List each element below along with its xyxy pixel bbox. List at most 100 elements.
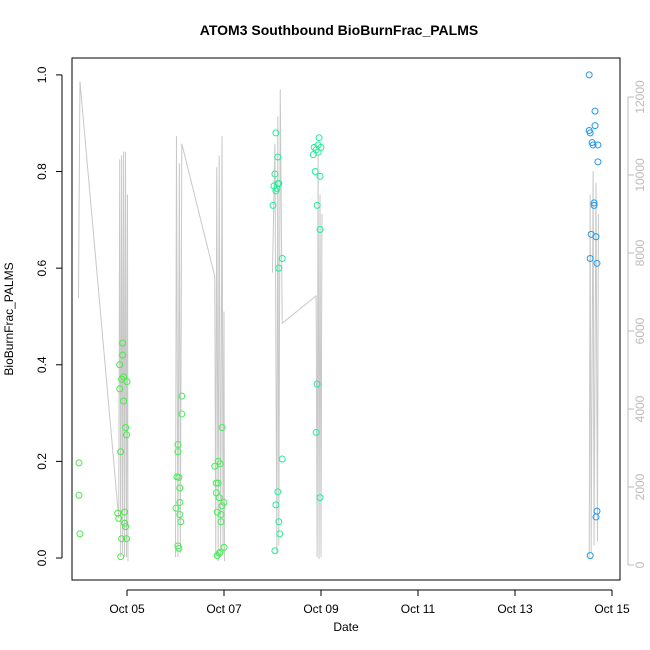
point — [217, 511, 225, 519]
point — [278, 254, 286, 262]
point — [593, 259, 601, 267]
point — [177, 518, 185, 526]
point — [275, 264, 283, 272]
point — [175, 473, 183, 481]
point — [590, 199, 598, 207]
point — [116, 385, 124, 393]
point — [593, 507, 601, 515]
point — [220, 543, 228, 551]
x-tick-label: Oct 11 — [401, 602, 436, 616]
point — [589, 141, 597, 149]
point — [123, 431, 131, 439]
point — [176, 498, 184, 506]
y-tick-label: 0.2 — [35, 453, 49, 470]
point — [119, 339, 127, 347]
point — [594, 158, 602, 166]
point — [218, 502, 226, 510]
point — [172, 504, 180, 512]
point — [315, 134, 323, 142]
point — [114, 509, 122, 517]
point — [215, 494, 223, 502]
chart-title: ATOM3 Southbound BioBurnFrac_PALMS — [200, 22, 478, 38]
point — [212, 479, 220, 487]
point — [275, 518, 283, 526]
y2-tick-label: 0 — [633, 561, 647, 568]
point — [174, 440, 182, 448]
y-tick-label: 1.0 — [35, 66, 49, 83]
point — [178, 392, 186, 400]
altitude-line — [271, 89, 323, 560]
point — [174, 448, 182, 456]
point — [274, 153, 282, 161]
altitude-line — [588, 171, 599, 558]
point — [76, 530, 84, 538]
altitude-line — [77, 81, 129, 562]
x-axis-label: Date — [333, 620, 359, 634]
y2-tick-label: 8000 — [633, 239, 647, 266]
point — [317, 143, 325, 151]
point — [215, 549, 223, 557]
x-tick-label: Oct 13 — [497, 602, 533, 616]
point — [313, 201, 321, 209]
y2-tick-label: 10000 — [633, 158, 647, 192]
point — [594, 141, 602, 149]
point — [586, 129, 594, 137]
point — [590, 201, 598, 209]
point — [218, 424, 226, 432]
point — [122, 523, 130, 531]
y-tick-label: 0.8 — [35, 163, 49, 180]
y-axis-label: BioBurnFrac_PALMS — [2, 262, 16, 375]
point — [316, 494, 324, 502]
point — [176, 484, 184, 492]
point — [216, 548, 224, 556]
point — [123, 535, 131, 543]
point — [272, 129, 280, 137]
y-tick-label: 0.0 — [35, 549, 49, 566]
point — [592, 233, 600, 241]
point — [272, 501, 280, 509]
point — [313, 380, 321, 388]
point — [176, 511, 184, 519]
y2-tick-label: 6000 — [633, 317, 647, 344]
point — [120, 397, 128, 405]
point — [75, 491, 83, 499]
point — [591, 122, 599, 130]
point — [591, 107, 599, 115]
x-tick-label: Oct 09 — [303, 602, 339, 616]
point — [178, 410, 186, 418]
point — [271, 170, 279, 178]
point — [115, 514, 123, 522]
x-tick-label: Oct 05 — [109, 602, 145, 616]
point — [121, 508, 129, 516]
point — [586, 254, 594, 262]
point — [220, 498, 228, 506]
point — [216, 460, 224, 468]
x-tick-label: Oct 07 — [206, 602, 242, 616]
y-tick-label: 0.6 — [35, 259, 49, 276]
point — [117, 448, 125, 456]
point — [311, 168, 319, 176]
point — [276, 530, 284, 538]
x-tick-label: Oct 15 — [594, 602, 630, 616]
point — [586, 552, 594, 560]
point — [117, 553, 125, 561]
point — [175, 544, 183, 552]
point — [585, 71, 593, 79]
point — [269, 201, 277, 209]
y-tick-label: 0.4 — [35, 356, 49, 373]
point — [275, 180, 283, 188]
point — [119, 351, 127, 359]
point — [316, 172, 324, 180]
point — [116, 361, 124, 369]
point — [217, 518, 225, 526]
y2-tick-label: 4000 — [633, 395, 647, 422]
point — [274, 488, 282, 496]
point — [121, 519, 129, 527]
point — [271, 547, 279, 555]
point — [316, 226, 324, 234]
y2-tick-label: 12000 — [633, 80, 647, 114]
point — [120, 373, 128, 381]
plot-box — [71, 57, 621, 581]
point — [278, 455, 286, 463]
